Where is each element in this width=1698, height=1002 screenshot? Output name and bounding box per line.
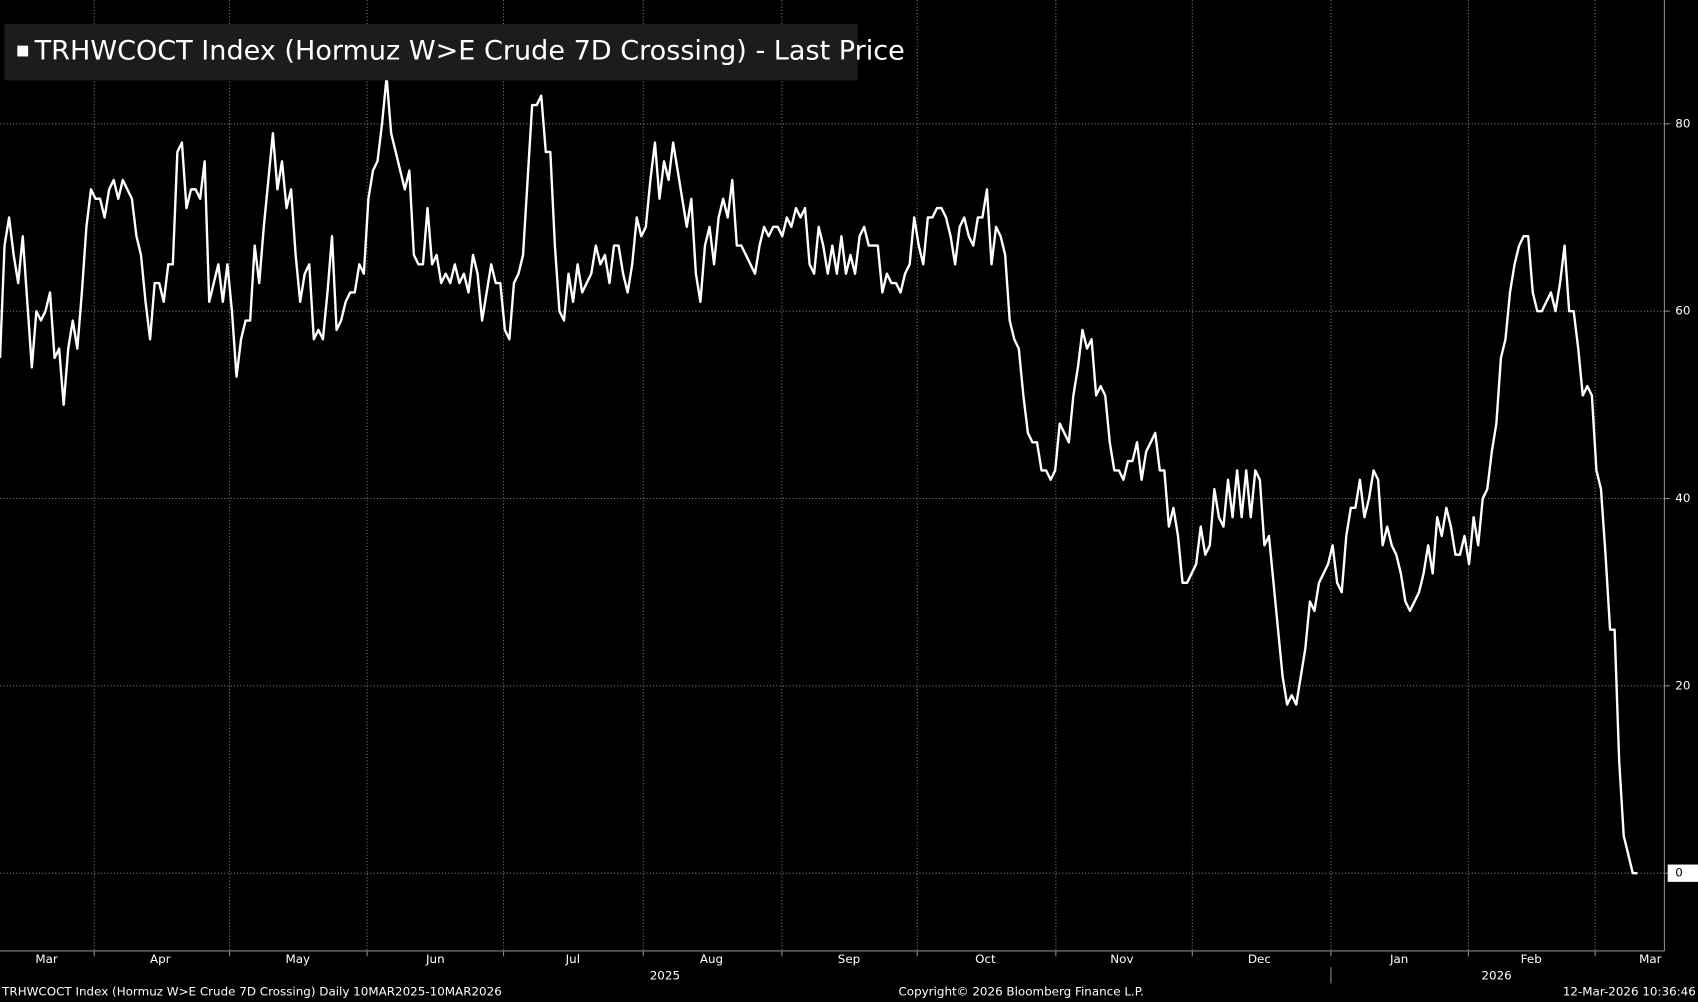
grid xyxy=(0,0,1665,951)
x-tick-label: Feb xyxy=(1521,952,1542,966)
x-tick-label: Aug xyxy=(700,952,723,966)
legend-swatch xyxy=(17,45,29,57)
legend-label: TRHWCOCT Index (Hormuz W>E Crude 7D Cros… xyxy=(34,36,905,67)
x-tick-label: Mar xyxy=(1639,952,1662,966)
footer-left: TRHWCOCT Index (Hormuz W>E Crude 7D Cros… xyxy=(1,985,502,999)
x-tick-label: May xyxy=(285,952,310,966)
footer-center: Copyright© 2026 Bloomberg Finance L.P. xyxy=(898,985,1143,999)
x-tick-label: Jul xyxy=(565,952,580,966)
price-line xyxy=(0,75,1638,875)
x-tick-label: Jan xyxy=(1389,952,1408,966)
x-tick-label: Mar xyxy=(35,952,58,966)
y-tick-label: 40 xyxy=(1675,491,1690,505)
legend-box xyxy=(4,23,858,81)
x-tick-label: Apr xyxy=(150,952,171,966)
footer-right: 12-Mar-2026 10:36:46 xyxy=(1563,985,1696,999)
y-tick-label: 60 xyxy=(1675,304,1690,318)
x-tick-label: Nov xyxy=(1110,952,1133,966)
x-tick-label: Dec xyxy=(1248,952,1271,966)
year-label: 2025 xyxy=(650,968,680,982)
last-value-label: 0 xyxy=(1675,866,1683,880)
x-tick-label: Jun xyxy=(425,952,445,966)
y-tick-label: 80 xyxy=(1675,116,1690,130)
plot xyxy=(0,75,1638,875)
x-tick-label: Sep xyxy=(838,952,860,966)
last-value-tag xyxy=(1667,864,1698,882)
y-tick-label: 20 xyxy=(1675,678,1690,692)
x-tick-label: Oct xyxy=(975,952,996,966)
year-label: 2026 xyxy=(1481,968,1511,982)
